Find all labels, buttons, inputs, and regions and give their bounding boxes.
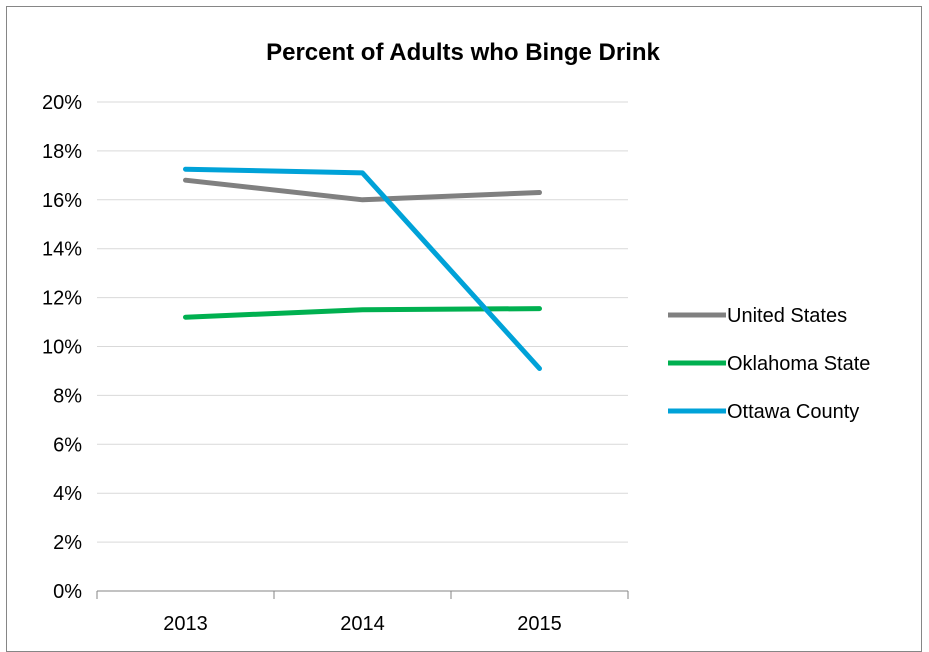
x-tick-label: 2013 — [163, 613, 208, 635]
chart-title: Percent of Adults who Binge Drink — [266, 39, 660, 66]
y-tick-label: 8% — [53, 385, 82, 407]
y-tick-label: 14% — [42, 239, 82, 261]
chart-frame — [6, 6, 922, 652]
x-tick-label: 2015 — [517, 613, 562, 635]
y-tick-label: 0% — [53, 581, 82, 603]
series-line — [183, 166, 542, 371]
series-lines — [183, 166, 542, 371]
legend-label: United States — [727, 305, 847, 327]
y-tick-label: 18% — [42, 141, 82, 163]
y-tick-label: 20% — [42, 92, 82, 114]
y-tick-label: 4% — [53, 483, 82, 505]
legend-label: Oklahoma State — [727, 353, 870, 375]
series-line — [183, 306, 542, 320]
y-tick-label: 10% — [42, 337, 82, 359]
y-tick-label: 6% — [53, 434, 82, 456]
y-tick-label: 2% — [53, 532, 82, 554]
legend-label: Ottawa County — [727, 401, 859, 423]
gridlines — [97, 101, 628, 543]
legend: United States Oklahoma State Ottawa County — [668, 305, 870, 423]
x-tick-label: 2014 — [340, 613, 385, 635]
y-tick-label: 12% — [42, 288, 82, 310]
series-line — [183, 177, 542, 203]
y-tick-label: 16% — [42, 190, 82, 212]
axes: 0% 2% 4% 6% 8% 10% 12% 14% 16% 18% 20% 2013 2014 2015 — [42, 92, 629, 635]
